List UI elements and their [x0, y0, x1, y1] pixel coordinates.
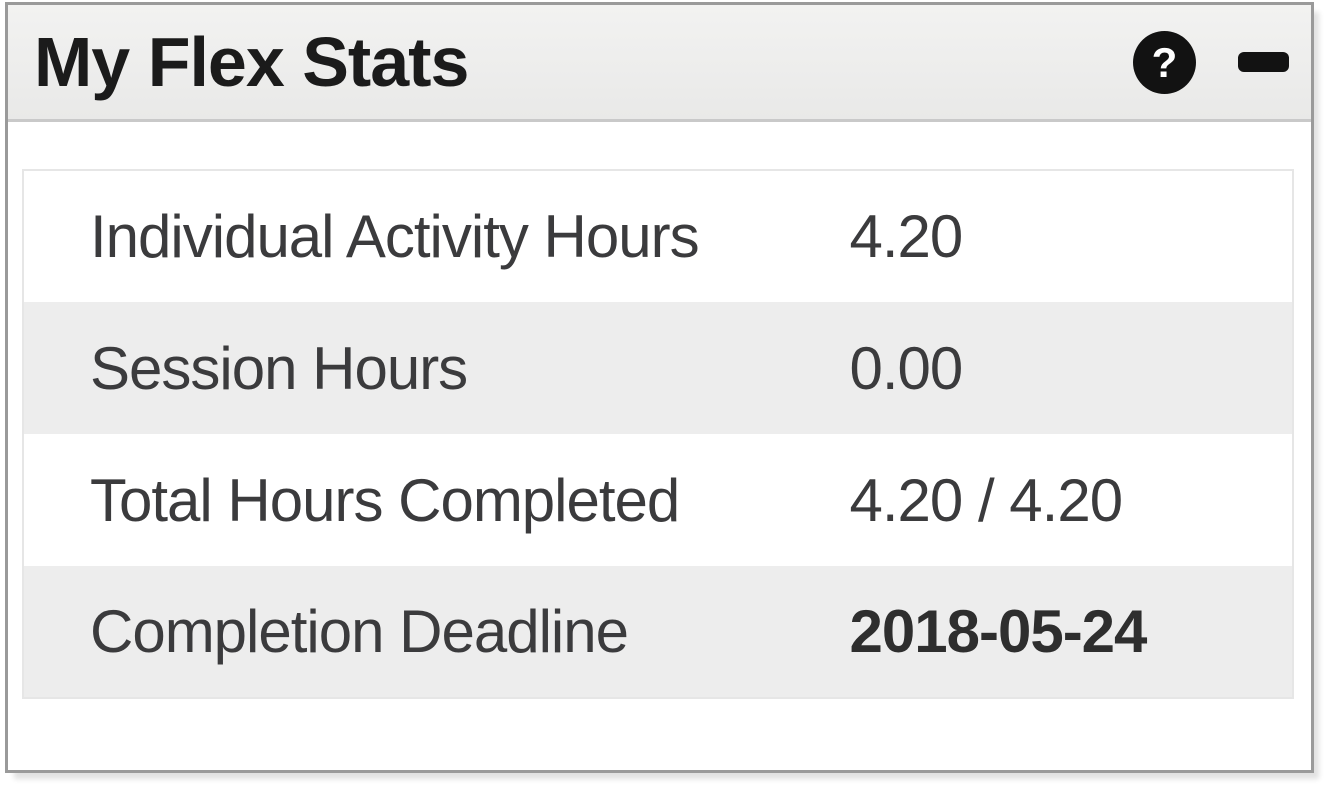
- stat-label: Session Hours: [90, 334, 468, 402]
- stat-value: 0.00: [849, 334, 964, 402]
- stat-value: 2018-05-24: [849, 598, 1148, 665]
- table-row: Completion Deadline 2018-05-24: [23, 566, 1293, 698]
- collapse-button[interactable]: [1238, 31, 1289, 94]
- stats-table: Individual Activity Hours 4.20 Session H…: [22, 169, 1294, 699]
- minus-icon: [1238, 52, 1289, 72]
- stat-value: 4.20: [849, 203, 964, 270]
- table-row: Total Hours Completed 4.20 / 4.20: [23, 434, 1293, 566]
- stat-label: Individual Activity Hours: [90, 203, 700, 270]
- help-icon[interactable]: ?: [1133, 30, 1196, 94]
- help-glyph: ?: [1151, 38, 1178, 86]
- stat-label: Completion Deadline: [90, 598, 629, 665]
- widget-title: My Flex Stats: [34, 23, 469, 101]
- stats-table-body: Individual Activity Hours 4.20 Session H…: [23, 170, 1293, 698]
- stat-value: 4.20 / 4.20: [849, 466, 1124, 534]
- widget-body: Individual Activity Hours 4.20 Session H…: [8, 122, 1311, 699]
- table-row: Individual Activity Hours 4.20: [23, 170, 1293, 302]
- stat-label: Total Hours Completed: [90, 466, 680, 534]
- header-actions: ?: [1133, 30, 1289, 94]
- widget-header: My Flex Stats ?: [8, 5, 1311, 122]
- my-flex-stats-widget: My Flex Stats ? Individual Activity Hour…: [5, 2, 1314, 773]
- table-row: Session Hours 0.00: [23, 302, 1293, 434]
